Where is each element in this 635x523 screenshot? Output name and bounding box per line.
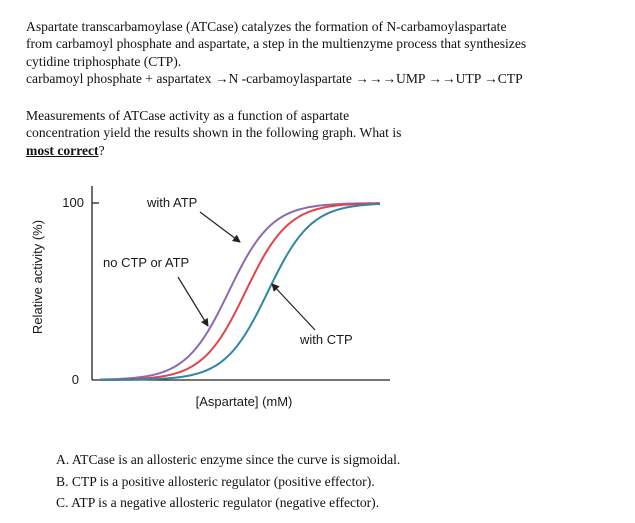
arrow-no-ctp-or-atp: [177, 276, 209, 327]
y-tick-label-0: 0: [72, 372, 79, 387]
question-emphasis: most correct: [26, 142, 99, 158]
annotation-with-ctp: with CTP: [299, 332, 353, 347]
reaction-pathway: carbamoyl phosphate + aspartatex →N -car…: [26, 71, 523, 87]
intro-line-3: cytidine triphosphate (CTP).: [26, 53, 182, 69]
intro-line-2: from carbamoyl phosphate and aspartate, …: [26, 36, 527, 52]
answer-options: A. ATCase is an allosteric enzyme since …: [56, 449, 400, 514]
question-suffix: ?: [98, 142, 105, 158]
option-b[interactable]: B. CTP is a positive allosteric regulato…: [56, 473, 375, 489]
y-tick-label-100: 100: [62, 195, 84, 210]
question-line-2: concentration yield the results shown in…: [26, 124, 626, 141]
x-axis-label: [Aspartate] (mM): [196, 394, 293, 409]
question-line-2-text: concentration yield the results shown in…: [26, 125, 402, 141]
curve-no-ctp-or-atp: [99, 202, 381, 381]
y-axis-label: Relative activity (%): [30, 220, 45, 334]
option-a[interactable]: A. ATCase is an allosteric enzyme since …: [56, 452, 401, 467]
question-prompt: Measurements of ATCase activity as a fun…: [26, 107, 626, 159]
question-intro: Aspartate transcarbamoylase (ATCase) cat…: [26, 18, 626, 88]
curve-with-ctp: [99, 202, 381, 381]
intro-line-1: Aspartate transcarbamoylase (ATCase) cat…: [26, 19, 507, 34]
question-line-1: Measurements of ATCase activity as a fun…: [26, 108, 350, 123]
annotation-with-atp: with ATP: [146, 195, 197, 210]
arrow-with-atp: [199, 211, 241, 243]
arrow-with-ctp: [271, 283, 316, 331]
question-line-3: most correct?: [26, 142, 626, 159]
annotation-no-ctp-or-atp: no CTP or ATP: [103, 255, 189, 270]
curve-with-atp: [99, 202, 381, 381]
option-c[interactable]: C. ATP is a negative allosteric regulato…: [56, 495, 380, 510]
curves-group: [99, 202, 381, 381]
